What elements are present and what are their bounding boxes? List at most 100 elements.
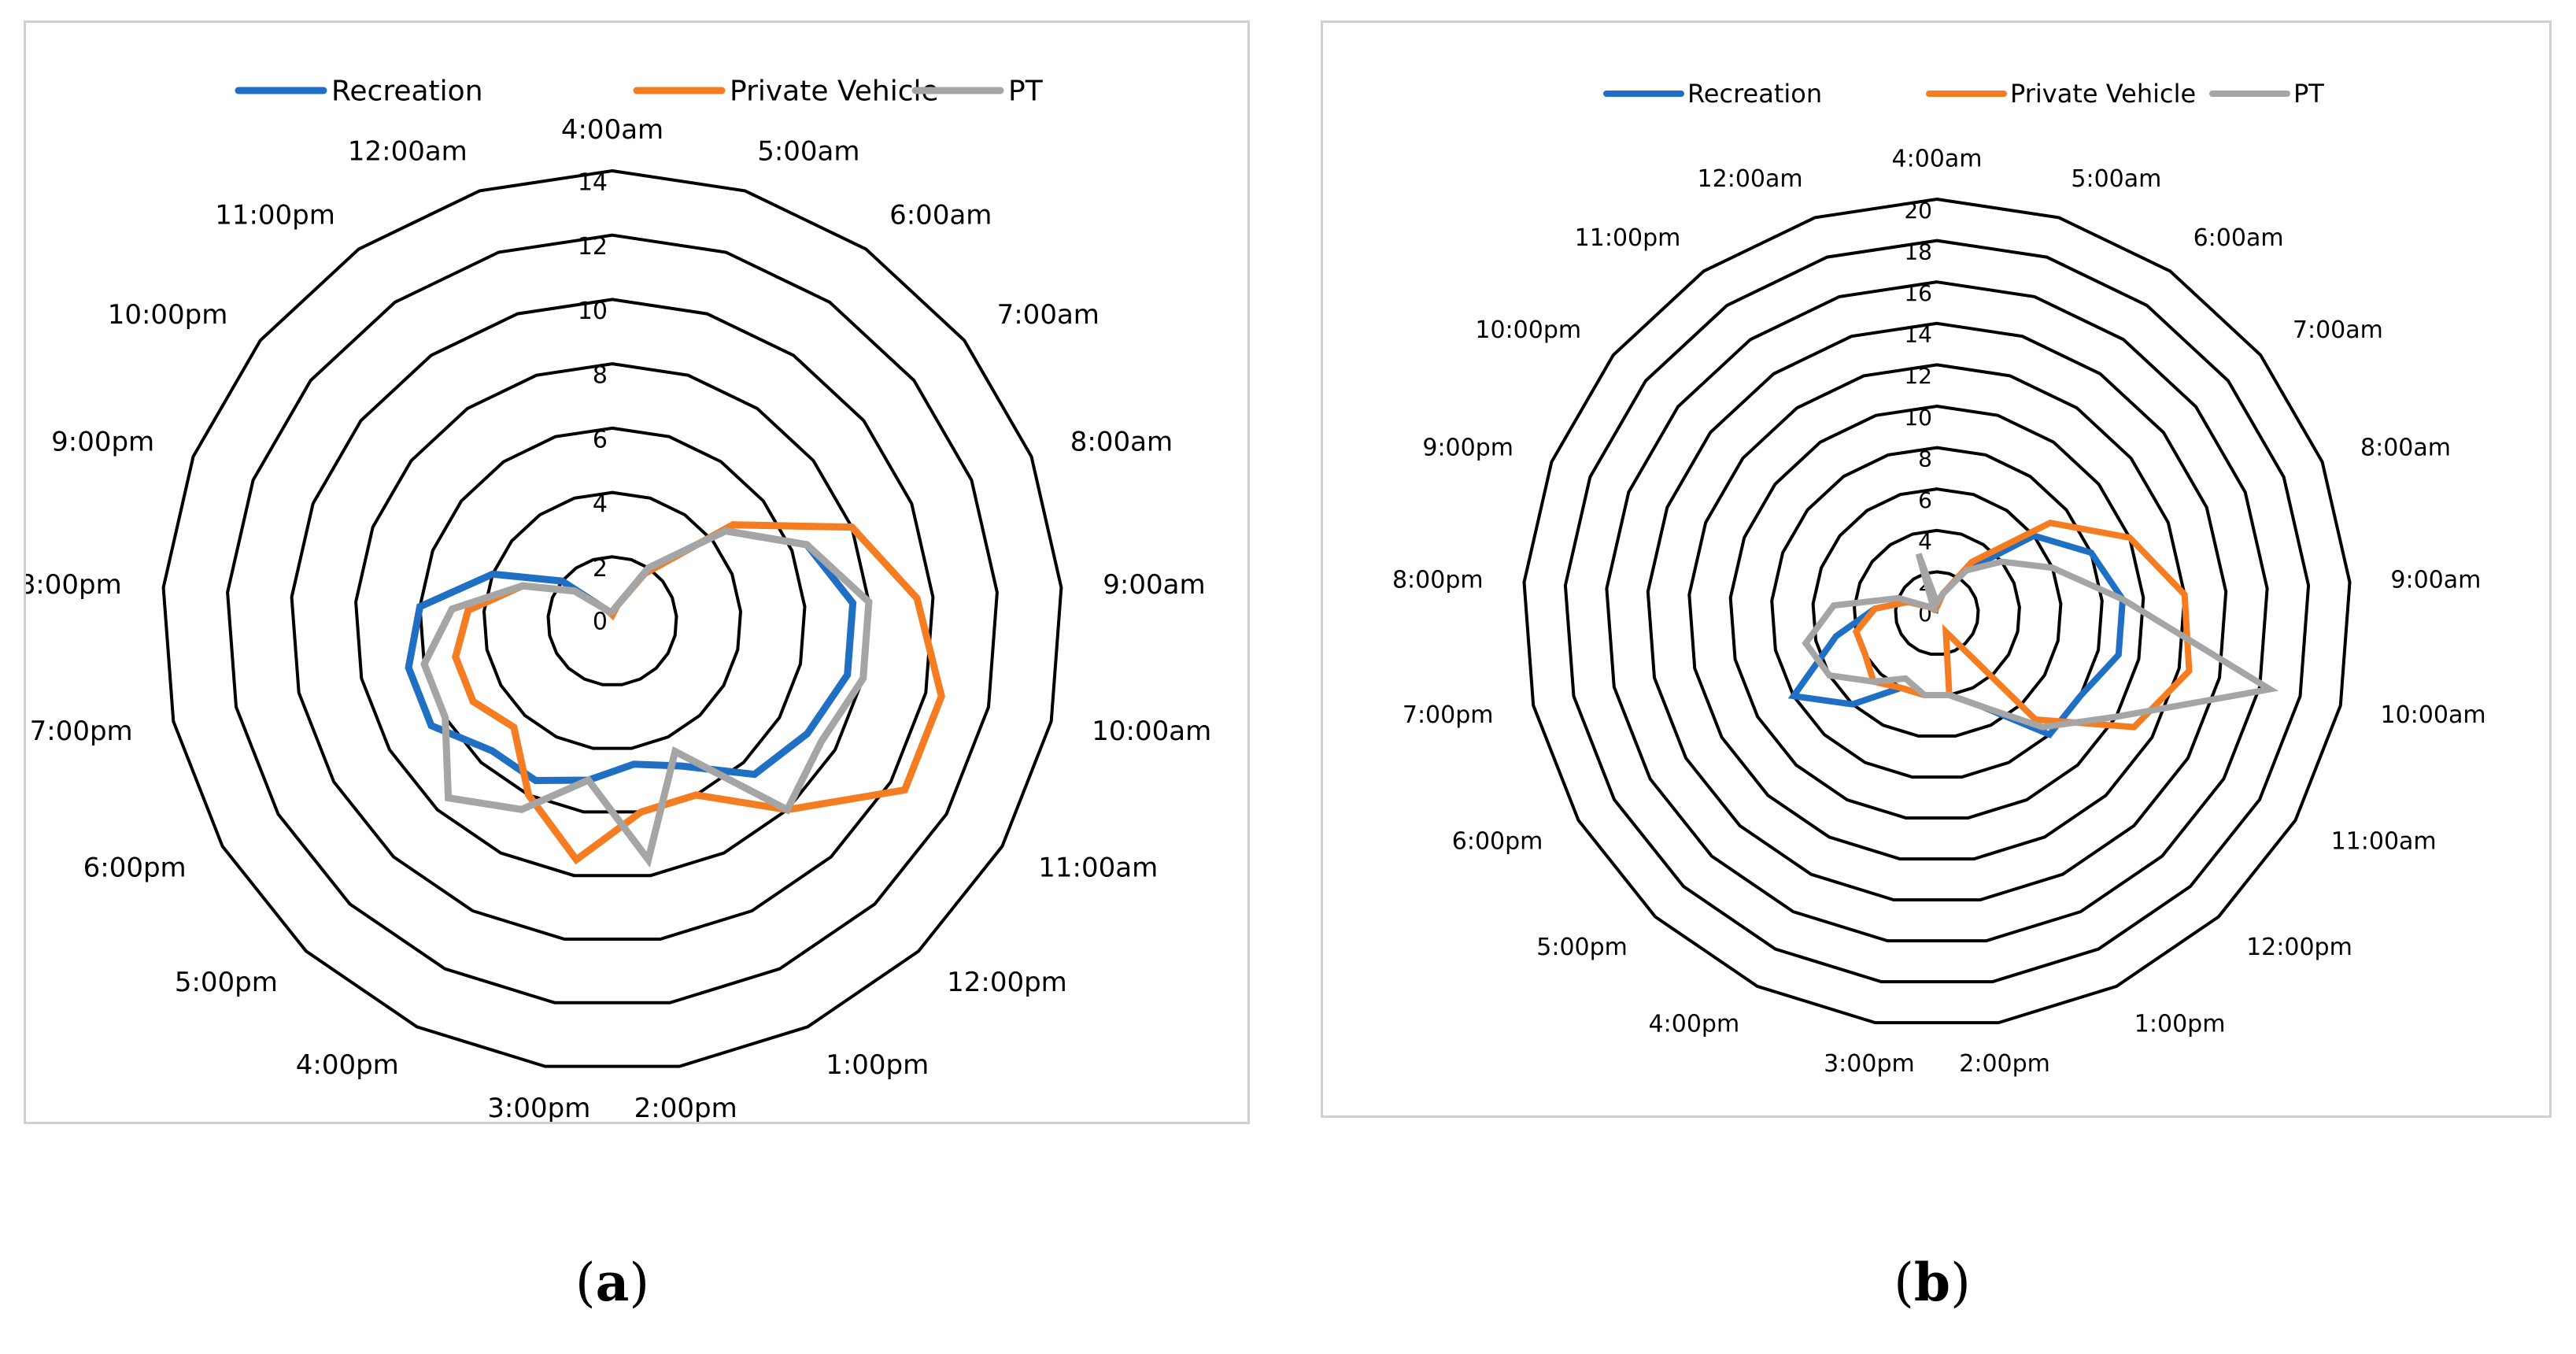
radar-grid-ring [1646,321,2228,902]
radar-category-label: 8:00am [1070,427,1173,458]
radar-tick-label: 16 [1904,280,1932,306]
radar-series-group [1787,520,2279,739]
radar-tick-label: 6 [593,426,608,453]
radar-category-label: 10:00am [2381,701,2486,729]
legend-label: Recreation [331,76,483,108]
legend-label: Private Vehicle [2010,79,2196,109]
radar-category-label: 7:00pm [1403,701,1494,729]
radar-category-label: 4:00am [561,114,663,146]
radar-tick-label: 6 [1918,487,1932,513]
legend-label: PT [2293,79,2324,109]
radar-category-label: 11:00am [2331,828,2437,856]
radar-category-label: 9:00pm [1422,434,1513,461]
radar-grid-ring [1605,280,2269,943]
radar-category-label: 6:00pm [83,852,187,883]
radar-category-label: 7:00pm [30,716,133,747]
radar-category-label: 2:00pm [1959,1050,2050,1078]
caption-a: (a) [575,1252,650,1313]
radar-category-label: 5:00am [2071,165,2161,193]
radar-series-line [405,527,857,785]
radar-category-label: 5:00am [757,136,859,168]
radar-grid-ring [1894,570,1980,656]
radar-category-label: 1:00pm [2134,1010,2226,1038]
radar-category-labels: 4:00am 5:00am 6:00am 7:00am 8:00am 9:00am 10:0… [26,114,1211,1122]
radar-grid-ring [161,168,1063,1068]
radar-category-label: 12:00am [348,136,468,168]
caption-b: (b) [1894,1252,1971,1313]
chart-legend: Recreation Private Vehicle PT [1603,79,2324,109]
radar-tick-label: 8 [1918,446,1932,472]
radar-category-label: 10:00am [1092,716,1211,747]
radar-tick-label: 4 [1918,529,1932,555]
radar-category-label: 8:00pm [26,569,122,601]
radar-series-line [1802,553,2279,731]
radar-category-label: 10:00pm [1475,316,1581,344]
radar-tick-label: 10 [1904,405,1932,431]
radar-tick-label: 18 [1904,239,1932,265]
radar-tick-label: 14 [578,169,608,197]
radar-chart-a: 0 2 4 6 8 10 12 14 4:00am 5:00am 6:00am 7:00am 8:00a… [26,76,1211,1122]
radar-grid-ring [354,362,870,878]
radar-grid-ring [226,233,999,1004]
radar-category-label: 4:00am [1892,146,1983,173]
radar-category-label: 4:00pm [296,1049,399,1081]
radar-category-label: 6:00am [889,200,992,231]
radar-grid-ring [1563,239,2311,984]
radar-series-line [420,527,873,868]
radar-category-label: 4:00pm [1649,1010,1740,1038]
radar-category-label: 10:00pm [108,299,228,331]
radar-category-label: 8:00pm [1392,566,1484,594]
radar-chart-b: 024681012141618204:00am5:00am6:00am7:00a… [1392,79,2486,1078]
caption-a-letter: a [595,1252,630,1313]
radar-grid-ring [418,426,807,814]
radar-category-label: 7:00am [997,299,1100,331]
legend-label: PT [1008,76,1044,108]
radar-category-label: 6:00am [2193,224,2284,252]
radar-category-label: 3:00pm [487,1093,590,1122]
radar-category-label: 6:00pm [1452,828,1543,856]
radar-tick-label: 0 [593,609,608,636]
radar-tick-labels: 0 2 4 6 8 10 12 14 [578,169,608,636]
chart-panel-a: 0 2 4 6 8 10 12 14 4:00am 5:00am 6:00am 7:00am 8:00a… [24,20,1250,1124]
radar-category-label: 11:00am [1038,852,1158,883]
radar-tick-label: 12 [578,233,608,261]
radar-category-label: 12:00pm [2246,934,2352,961]
radar-series-line [1787,532,2127,739]
radar-tick-label: 14 [1904,322,1932,348]
radar-grid-ring [482,490,743,750]
radar-category-label: 3:00pm [1824,1050,1915,1078]
radar-category-labels: 4:00am 5:00am 6:00am 7:00am 8:00am 9:00am 10:0… [1392,146,2486,1078]
radar-series-line [1852,520,2193,731]
radar-category-label: 8:00am [2360,434,2451,461]
radar-tick-label: 10 [578,298,608,325]
radar-tick-label: 8 [593,362,608,390]
radar-category-label: 9:00pm [51,427,154,458]
radar-tick-label: 2 [593,555,608,583]
chart-legend: Recreation Private Vehicle PT [235,76,1044,108]
radar-grid-ring [546,555,678,686]
chart-panel-b: 0 2 4 6 8 10 12 14 16 18 20 4:00am 5:00am 6:00am 7:00a… [1321,20,2552,1118]
legend-label: Private Vehicle [730,76,939,108]
legend-label: Recreation [1687,79,1822,109]
radar-series-group [405,521,945,868]
radar-category-label: 2:00pm [634,1093,737,1122]
radar-category-label: 5:00pm [1536,934,1628,961]
radar-tick-label: 4 [593,490,608,518]
radar-category-label: 5:00pm [175,967,278,998]
radar-category-label: 9:00am [2390,566,2481,594]
radar-tick-label: 20 [1904,198,1932,224]
radar-category-label: 7:00am [2293,316,2383,344]
radar-category-label: 12:00pm [947,967,1067,998]
radar-category-label: 1:00pm [826,1049,929,1081]
radar-grid-ring [1522,197,2352,1025]
radar-grid-ring [1811,487,2063,738]
radar-category-label: 11:00pm [1575,224,1681,252]
radar-category-label: 9:00am [1103,569,1205,601]
radar-grid-ring [1687,363,2186,861]
radar-category-label: 12:00am [1698,165,1803,193]
radar-tick-label: 12 [1904,363,1932,389]
caption-b-letter: b [1913,1252,1951,1313]
radar-category-label: 11:00pm [215,200,335,231]
radar-grid-ring [290,298,935,941]
radar-grid-ring [1728,404,2145,820]
